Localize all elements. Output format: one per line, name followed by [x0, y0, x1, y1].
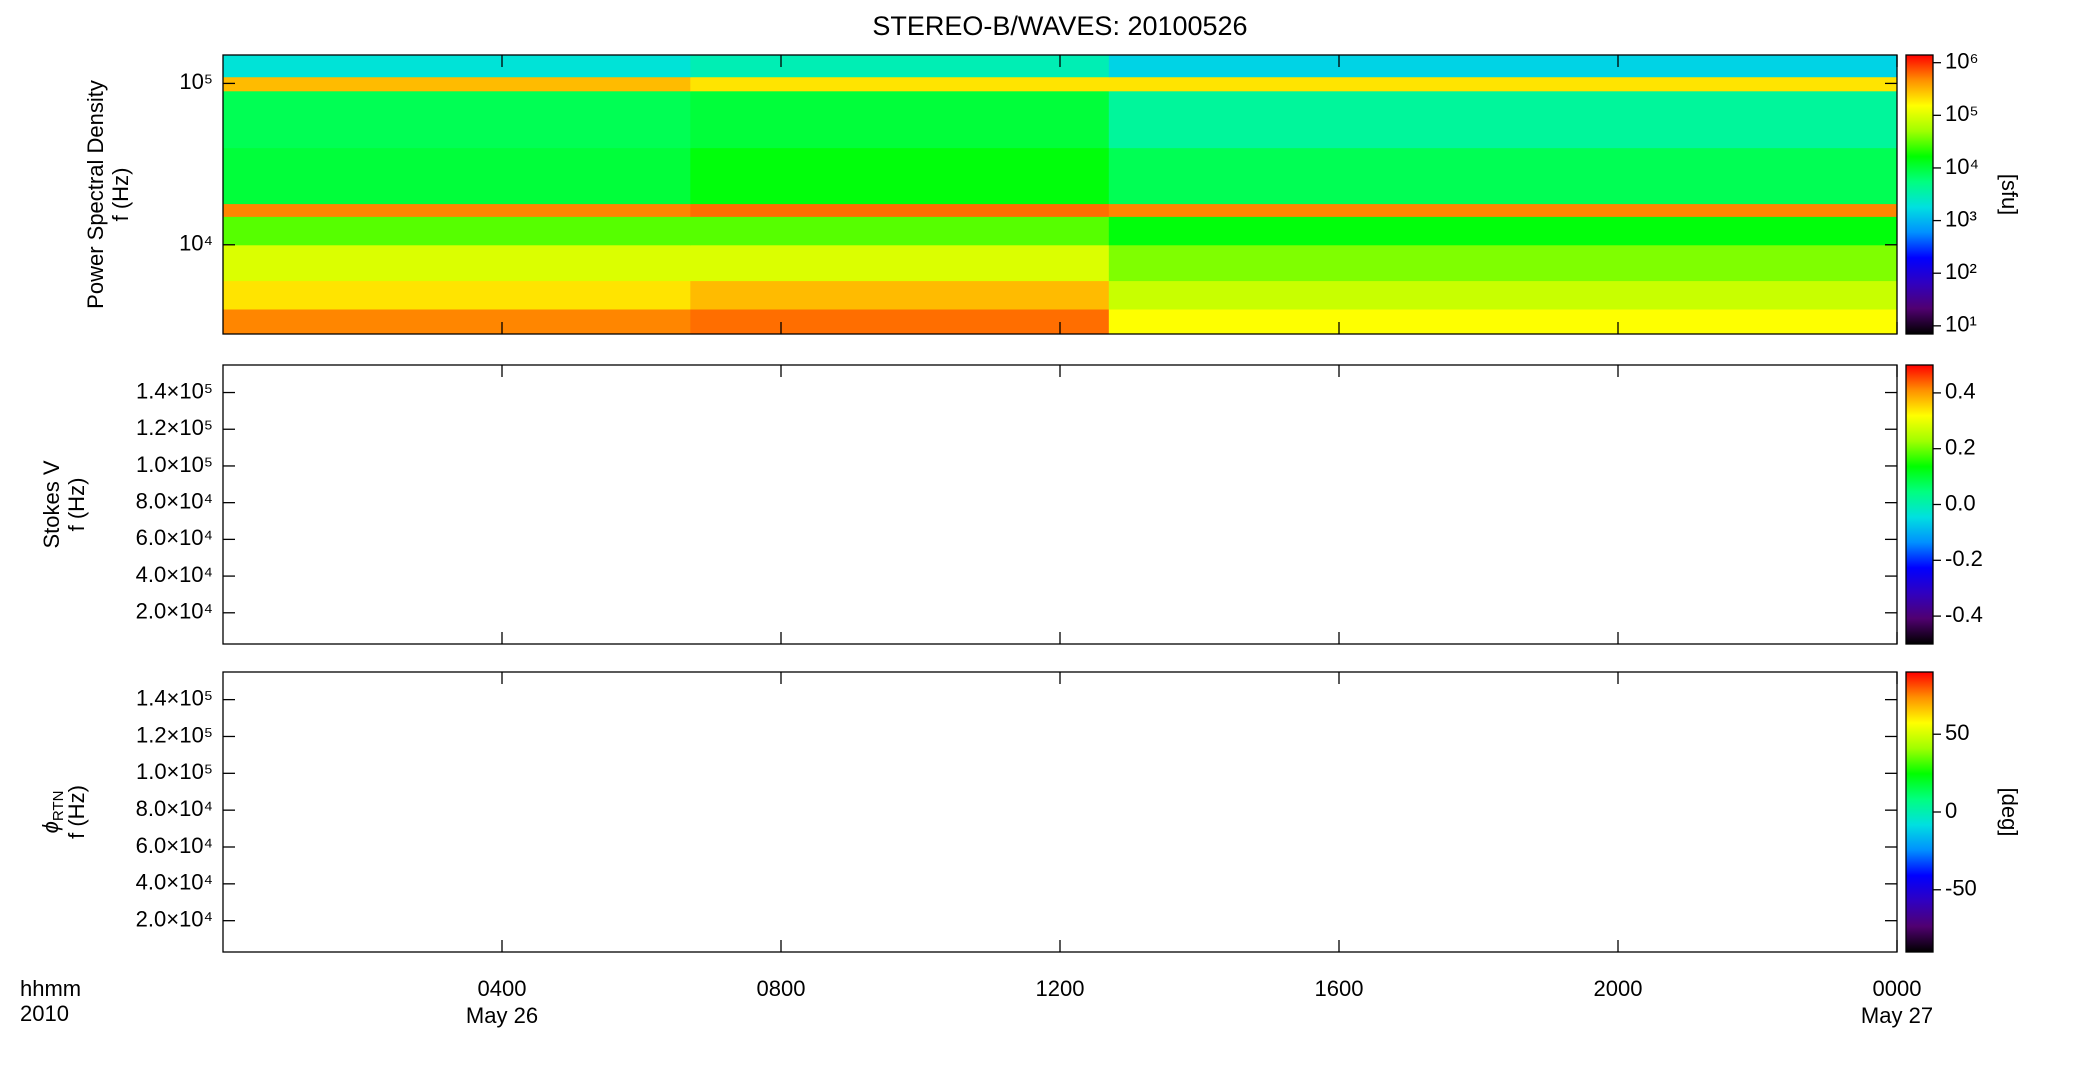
heatmap-cell [1108, 147, 1898, 205]
color-bar-tick-label: 0 [1945, 798, 1957, 823]
color-bar-tick-label: 10⁶ [1945, 49, 1979, 74]
y-tick-label: 10⁴ [179, 231, 213, 256]
y-tick-label: 8.0×10⁴ [136, 488, 213, 513]
plot-frame [222, 364, 1898, 645]
x-tick-label: 1200 [1036, 976, 1085, 1001]
color-bar-tick-label: -0.2 [1945, 546, 1983, 571]
color-bar-tick-label: 10⁴ [1945, 154, 1979, 179]
y-axis-label-subscript: RTN [50, 791, 67, 822]
x-tick-label: 0000 [1873, 976, 1922, 1001]
heatmap-cell [223, 203, 691, 217]
heatmap-cell [1108, 216, 1898, 246]
y-axis-label: Stokes V [39, 460, 64, 548]
color-bar [1905, 364, 1934, 645]
heatmap-cell [690, 55, 1110, 78]
heatmap-cell [1108, 76, 1898, 92]
heatmap-cell [223, 90, 691, 149]
heatmap-cell [1108, 90, 1898, 149]
x-tick-label: 0400 [478, 976, 527, 1001]
y-tick-label: 2.0×10⁴ [136, 599, 213, 624]
y-axis-label: ϕRTN [38, 791, 67, 834]
heatmap-cell [1108, 244, 1898, 282]
heatmap-cell [690, 147, 1110, 205]
date-label: May 27 [1861, 1003, 1933, 1028]
y-tick-label: 1.0×10⁵ [136, 452, 213, 477]
color-bar-tick-label: 0.4 [1945, 379, 1976, 404]
x-axis-label: 2010 [20, 1001, 69, 1026]
heatmap-cell [223, 216, 691, 246]
x-tick-label: 2000 [1594, 976, 1643, 1001]
heatmap-cell [223, 76, 691, 92]
heatmap-cell [223, 244, 691, 282]
x-tick-label: 1600 [1315, 976, 1364, 1001]
color-bar-tick-label: 10² [1945, 259, 1977, 284]
heatmap-cell [690, 280, 1110, 310]
y-tick-label: 1.2×10⁵ [136, 722, 213, 747]
color-bar-tick-label: 0.2 [1945, 435, 1976, 460]
heatmap-cell [690, 90, 1110, 149]
heatmap-cell [223, 280, 691, 310]
y-tick-label: 1.4×10⁵ [136, 685, 213, 710]
y-tick-label: 10⁵ [179, 69, 213, 94]
heatmap-cell [1108, 203, 1898, 217]
y-tick-label: 4.0×10⁴ [136, 562, 213, 587]
y-tick-label: 1.4×10⁵ [136, 378, 213, 403]
y-tick-label: 1.0×10⁵ [136, 759, 213, 784]
heatmap-cell [1108, 309, 1898, 335]
heatmap-cell [223, 147, 691, 205]
heatmap-cell [1108, 280, 1898, 310]
heatmap-cell [690, 76, 1110, 92]
chart-title: STEREO-B/WAVES: 20100526 [872, 11, 1247, 41]
heatmap-cell [690, 203, 1110, 217]
y-tick-label: 8.0×10⁴ [136, 796, 213, 821]
color-bar-tick-label: 10⁵ [1945, 101, 1979, 126]
color-bar-tick-label: 0.0 [1945, 490, 1976, 515]
x-axis-label: hhmm [20, 976, 81, 1001]
y-tick-label: 4.0×10⁴ [136, 870, 213, 895]
y-axis-label: f (Hz) [64, 785, 89, 839]
color-bar-tick-label: 10¹ [1945, 312, 1977, 337]
color-bar-label: [sfu] [1997, 174, 2022, 216]
color-bar [1905, 54, 1934, 335]
y-axis-label: Power Spectral Density [83, 80, 108, 309]
y-tick-label: 6.0×10⁴ [136, 833, 213, 858]
heatmap-cell [1108, 55, 1898, 78]
color-bar-tick-label: 10³ [1945, 206, 1977, 231]
color-bar-label: [deg] [1997, 788, 2022, 837]
heatmap-cell [690, 216, 1110, 246]
y-axis-label: f (Hz) [108, 168, 133, 222]
color-bar-tick-label: -0.4 [1945, 602, 1983, 627]
heatmap-cell [690, 309, 1110, 335]
heatmap-cell [223, 55, 691, 78]
y-tick-label: 6.0×10⁴ [136, 525, 213, 550]
date-label: May 26 [466, 1003, 538, 1028]
heatmap-cell [690, 244, 1110, 282]
y-axis-label: f (Hz) [64, 478, 89, 532]
heatmap-cell [223, 309, 691, 335]
y-tick-label: 1.2×10⁵ [136, 415, 213, 440]
color-bar-tick-label: 50 [1945, 720, 1969, 745]
color-bar-tick-label: -50 [1945, 876, 1977, 901]
x-tick-label: 0800 [757, 976, 806, 1001]
plot-frame [222, 671, 1898, 953]
y-axis-label-symbol: ϕ [38, 821, 63, 833]
color-bar [1905, 671, 1934, 953]
y-tick-label: 2.0×10⁴ [136, 906, 213, 931]
